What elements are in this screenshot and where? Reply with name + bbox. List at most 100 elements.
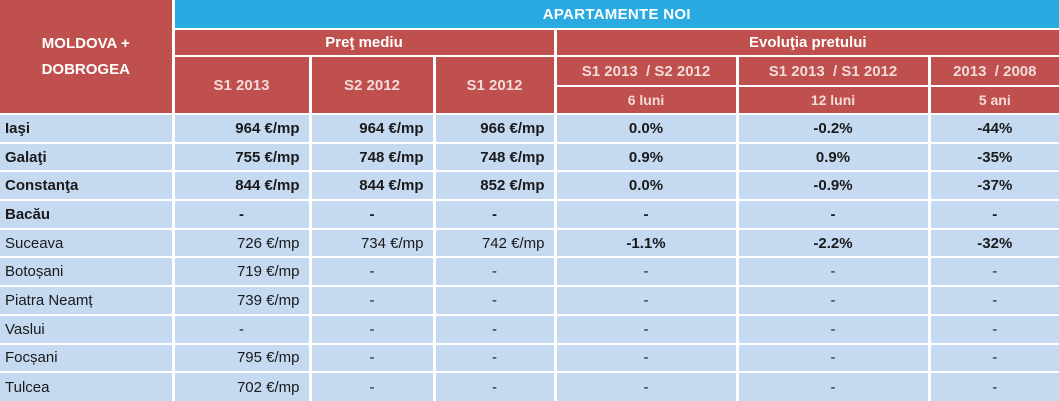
- group-header-pret-mediu: Preţ mediu: [171, 28, 557, 57]
- city-cell: Piatra Neamț: [0, 285, 175, 316]
- col-header-s1-2013: S1 2013: [171, 55, 312, 115]
- change-cell: -: [553, 199, 739, 230]
- price-cell: -: [308, 313, 436, 345]
- price-cell: 844 €/mp: [308, 170, 436, 202]
- table-row: Tulcea 702 €/mp - - - - -: [0, 371, 1059, 401]
- city-cell: Suceava: [0, 227, 175, 259]
- region-line-2: DOBROGEA: [41, 60, 130, 78]
- header-row-columns: S1 2013 S2 2012 S1 2012 S1 2013 / S2 201…: [0, 55, 1059, 115]
- table-row: Piatra Neamț 739 €/mp - - - - -: [0, 285, 1059, 316]
- change-cell: -: [553, 342, 739, 374]
- price-cell: -: [432, 199, 557, 230]
- table-row: Botoșani 719 €/mp - - - - -: [0, 256, 1059, 288]
- change-cell: -: [927, 342, 1059, 374]
- change-cell: -: [553, 371, 739, 401]
- change-cell: -2.2%: [735, 227, 931, 259]
- price-cell: 742 €/mp: [432, 227, 557, 259]
- col-header-s2-2012: S2 2012: [308, 55, 436, 115]
- change-cell: -32%: [927, 227, 1059, 259]
- city-cell: Bacău: [0, 199, 175, 230]
- price-cell: 966 €/mp: [432, 113, 557, 144]
- table-row: Galaţi 755 €/mp 748 €/mp 748 €/mp 0.9% 0.9% -3…: [0, 141, 1059, 173]
- change-cell: 0.0%: [553, 113, 739, 144]
- group-header-evolutia-pretului: Evoluţia pretului: [553, 28, 1059, 57]
- price-cell: 734 €/mp: [308, 227, 436, 259]
- duration-header-12-luni: 12 luni: [735, 85, 931, 115]
- change-cell: -: [735, 371, 931, 401]
- price-cell: 852 €/mp: [432, 170, 557, 202]
- change-cell: 0.0%: [553, 170, 739, 202]
- header-row-groups: Preţ mediu Evoluţia pretului: [0, 28, 1059, 57]
- price-cell: -: [308, 342, 436, 374]
- price-cell: 719 €/mp: [171, 256, 312, 288]
- price-cell: 964 €/mp: [171, 113, 312, 144]
- price-cell: -: [308, 199, 436, 230]
- price-cell: -: [432, 371, 557, 401]
- change-cell: -: [553, 285, 739, 316]
- price-cell: -: [432, 342, 557, 374]
- price-cell: 964 €/mp: [308, 113, 436, 144]
- city-cell: Botoșani: [0, 256, 175, 288]
- change-cell: -44%: [927, 113, 1059, 144]
- change-cell: 0.9%: [553, 141, 739, 173]
- price-cell: 739 €/mp: [171, 285, 312, 316]
- city-cell: Vaslui: [0, 313, 175, 345]
- change-cell: -0.9%: [735, 170, 931, 202]
- price-cell: -: [432, 313, 557, 345]
- header-row-title: MOLDOVA + DOBROGEA APARTAMENTE NOI: [0, 0, 1059, 115]
- price-cell: 726 €/mp: [171, 227, 312, 259]
- change-cell: -37%: [927, 170, 1059, 202]
- change-cell: -35%: [927, 141, 1059, 173]
- table-header: MOLDOVA + DOBROGEA APARTAMENTE NOI Preţ …: [0, 0, 1059, 115]
- col-header-period-6-luni: S1 2013 / S2 2012: [553, 55, 739, 87]
- price-cell: 755 €/mp: [171, 141, 312, 173]
- table-row: Focșani 795 €/mp - - - - -: [0, 342, 1059, 374]
- table-title: APARTAMENTE NOI: [171, 0, 1059, 30]
- price-cell: -: [171, 199, 312, 230]
- price-cell: 795 €/mp: [171, 342, 312, 374]
- change-cell: -: [927, 371, 1059, 401]
- region-line-1: MOLDOVA +: [41, 34, 130, 52]
- price-cell: -: [432, 285, 557, 316]
- change-cell: -1.1%: [553, 227, 739, 259]
- change-cell: -: [927, 199, 1059, 230]
- table-row: Constanţa 844 €/mp 844 €/mp 852 €/mp 0.0% -0.…: [0, 170, 1059, 202]
- change-cell: -: [735, 199, 931, 230]
- price-cell: -: [171, 313, 312, 345]
- change-cell: -: [553, 256, 739, 288]
- table-row: Bacău - - - - - -: [0, 199, 1059, 230]
- duration-header-6-luni: 6 luni: [553, 85, 739, 115]
- price-cell: 844 €/mp: [171, 170, 312, 202]
- city-cell: Focșani: [0, 342, 175, 374]
- change-cell: -: [927, 285, 1059, 316]
- table-row: Vaslui - - - - - -: [0, 313, 1059, 345]
- change-cell: 0.9%: [735, 141, 931, 173]
- city-cell: Galaţi: [0, 141, 175, 173]
- change-cell: -: [735, 313, 931, 345]
- price-cell: 702 €/mp: [171, 371, 312, 401]
- price-cell: -: [308, 371, 436, 401]
- col-header-s1-2012: S1 2012: [432, 55, 557, 115]
- change-cell: -0.2%: [735, 113, 931, 144]
- change-cell: -: [735, 285, 931, 316]
- change-cell: -: [927, 256, 1059, 288]
- col-header-period-12-luni: S1 2013 / S1 2012: [735, 55, 931, 87]
- price-cell: -: [308, 285, 436, 316]
- table-row: Iaşi 964 €/mp 964 €/mp 966 €/mp 0.0% -0.2% -44…: [0, 113, 1059, 144]
- header-row-durations: 6 luni 12 luni 5 ani: [0, 85, 1059, 115]
- table-body: Iaşi 964 €/mp 964 €/mp 966 €/mp 0.0% -0.2% -44…: [0, 113, 1059, 401]
- price-cell: -: [308, 256, 436, 288]
- price-cell: 748 €/mp: [308, 141, 436, 173]
- col-header-period-5-ani: 2013 / 2008: [927, 55, 1059, 87]
- city-cell: Tulcea: [0, 371, 175, 401]
- price-cell: -: [432, 256, 557, 288]
- region-header: MOLDOVA + DOBROGEA: [0, 0, 175, 115]
- change-cell: -: [927, 313, 1059, 345]
- duration-header-5-ani: 5 ani: [927, 85, 1059, 115]
- change-cell: -: [553, 313, 739, 345]
- change-cell: -: [735, 342, 931, 374]
- city-cell: Iaşi: [0, 113, 175, 144]
- change-cell: -: [735, 256, 931, 288]
- price-cell: 748 €/mp: [432, 141, 557, 173]
